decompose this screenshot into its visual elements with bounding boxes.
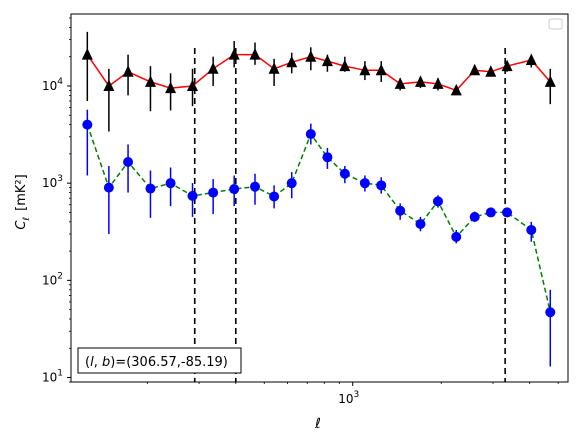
- x-axis-label: ℓ: [314, 416, 321, 432]
- triangle-marker: [501, 59, 513, 72]
- annotation-part: )=(306.57,-85.19): [110, 355, 228, 370]
- circle-marker: [415, 219, 426, 230]
- circle-marker: [165, 178, 176, 189]
- legend-box: [548, 18, 563, 30]
- triangle-marker: [394, 77, 406, 89]
- circle-marker: [469, 211, 480, 222]
- circle-marker: [322, 152, 333, 163]
- triangle-marker: [103, 79, 115, 91]
- triangle-marker: [359, 63, 371, 76]
- circle-marker: [208, 187, 219, 198]
- circle-marker: [526, 224, 537, 235]
- y-tick-label-exponent: 1: [57, 369, 63, 379]
- y-tick-label-exponent: 3: [57, 174, 63, 184]
- annotation-part: b: [102, 355, 110, 370]
- circle-marker: [502, 207, 513, 218]
- y-tick-label: 102: [42, 271, 63, 287]
- annotation-part: ,: [94, 355, 102, 370]
- x-tick-label-base: 10: [338, 392, 353, 406]
- circle-marker: [545, 307, 556, 318]
- circle-marker: [82, 119, 93, 130]
- circle-marker: [269, 191, 280, 202]
- y-tick-label-base: 10: [42, 371, 57, 385]
- circle-marker: [229, 184, 240, 195]
- y-tick-label-base: 10: [42, 273, 57, 287]
- triangle-marker: [469, 63, 481, 76]
- vertical-lines-group: [193, 48, 506, 382]
- circle-marker: [145, 183, 156, 194]
- annotation-part: (: [85, 355, 90, 370]
- x-tick-label: 103: [338, 390, 359, 406]
- circle-marker: [395, 205, 406, 216]
- triangle-marker: [339, 59, 351, 72]
- triangle-marker: [305, 50, 317, 62]
- circle-marker: [376, 180, 387, 191]
- triangle-marker: [525, 53, 537, 65]
- triangle-marker: [268, 62, 280, 74]
- circle-marker: [359, 178, 370, 189]
- circle-marker: [305, 129, 316, 140]
- y-tick-label-base: 10: [42, 79, 57, 93]
- annotation-box: (l, b)=(306.57,-85.19): [77, 347, 242, 374]
- y-tick-label: 104: [42, 77, 63, 93]
- y-tick-label: 103: [42, 174, 63, 190]
- circle-marker: [103, 182, 114, 193]
- y-tick-label-exponent: 2: [57, 271, 63, 281]
- markers-group: [81, 48, 556, 318]
- triangle-marker: [485, 65, 497, 77]
- triangle-marker: [375, 63, 387, 76]
- triangle-marker: [165, 81, 177, 94]
- x-tick-label-exponent: 3: [354, 390, 360, 400]
- triangle-marker: [321, 54, 333, 67]
- triangle-marker: [81, 48, 93, 60]
- y-tick-label-exponent: 4: [57, 77, 63, 87]
- triangle-marker: [207, 62, 219, 74]
- annotation-part: l: [90, 355, 94, 370]
- circle-marker: [286, 178, 297, 189]
- triangle-marker: [249, 48, 261, 60]
- y-axis-label: Cℓ [mK²]: [14, 174, 32, 229]
- circle-marker: [339, 168, 350, 179]
- triangle-marker: [122, 65, 134, 77]
- triangle-marker: [544, 75, 556, 87]
- circle-marker: [187, 190, 198, 201]
- y-axis-label-sub: ℓ: [22, 217, 32, 222]
- y-tick-label: 101: [42, 369, 63, 385]
- annotation-text: (l, b)=(306.57,-85.19): [85, 355, 228, 370]
- triangle-marker: [286, 55, 298, 68]
- triangle-marker: [228, 48, 240, 60]
- triangle-marker: [450, 83, 462, 96]
- circle-marker: [123, 157, 134, 168]
- y-tick-label-base: 10: [42, 176, 57, 190]
- circle-marker: [250, 181, 261, 192]
- circle-marker: [432, 196, 443, 207]
- triangle-marker: [432, 77, 444, 89]
- triangle-marker: [415, 75, 426, 87]
- y-axis-label-main: C: [14, 220, 29, 230]
- circle-marker: [451, 231, 462, 242]
- y-axis-label-unit: [mK²]: [14, 174, 29, 211]
- triangle-marker: [187, 79, 198, 91]
- triangle-marker: [145, 75, 156, 87]
- circle-marker: [485, 207, 496, 218]
